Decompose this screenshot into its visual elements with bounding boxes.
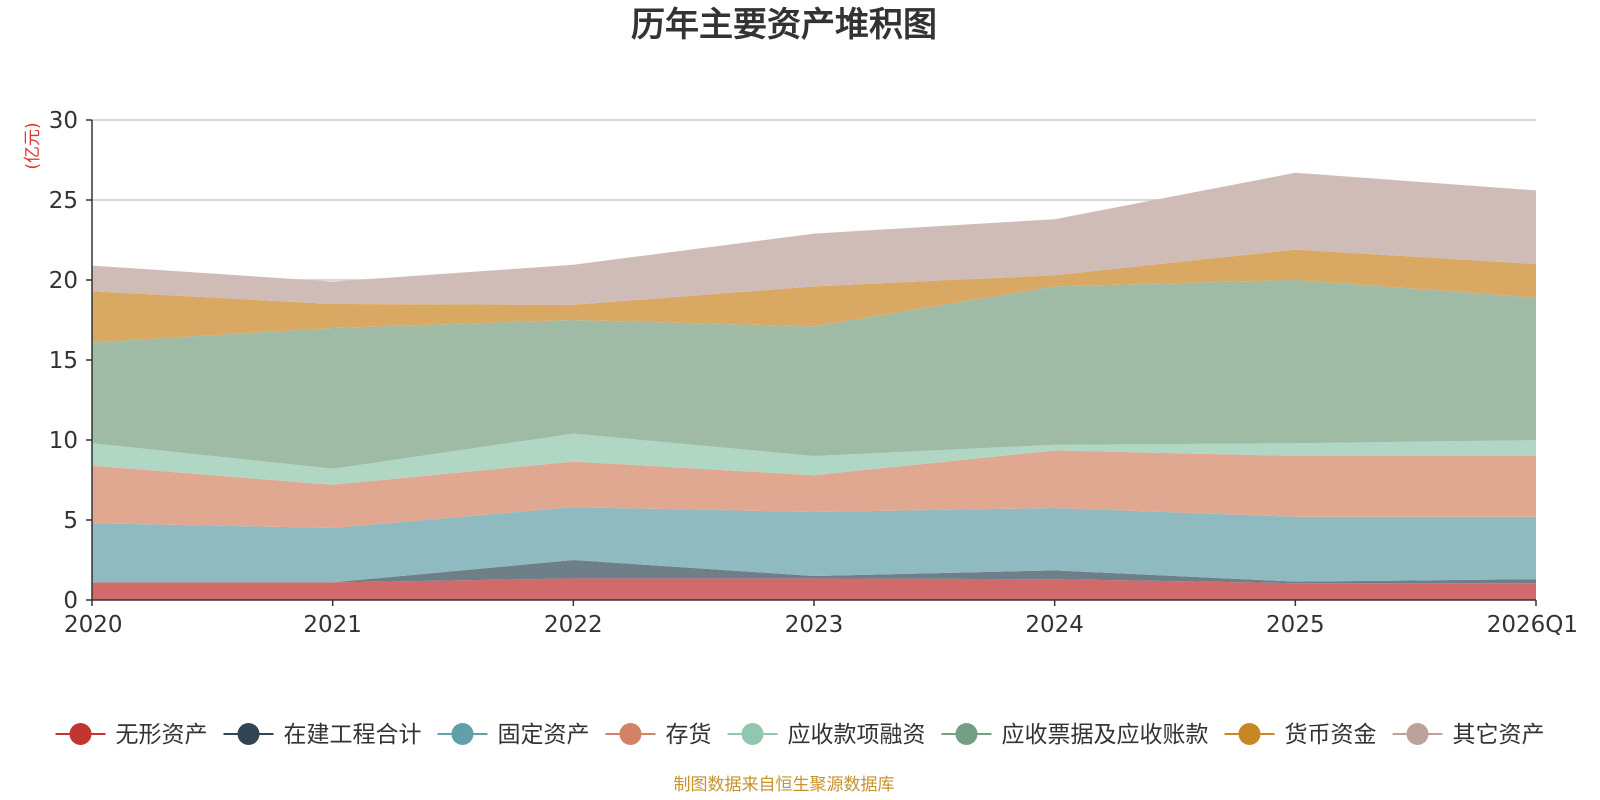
x-tick-label-3: 2023 <box>785 612 844 638</box>
y-tick-label-4: 20 <box>49 268 78 294</box>
x-tick-label-0: 2020 <box>64 612 123 638</box>
x-tick-label-4: 2024 <box>1025 612 1084 638</box>
legend[interactable]: 无形资产 在建工程合计 固定资产 存货 应收款项融资 应收票据及应收账款 货币资金 其它资产 <box>55 722 1545 748</box>
y-tick-label-2: 10 <box>49 428 78 454</box>
legend-item-1[interactable]: 在建工程合计 <box>223 722 422 748</box>
x-tick-label-1: 2021 <box>303 612 362 638</box>
legend-item-2[interactable]: 固定资产 <box>437 722 590 748</box>
source-note: 制图数据来自恒生聚源数据库 <box>674 775 895 795</box>
area-series-6[interactable] <box>92 249 1536 343</box>
legend-label-5: 应收票据及应收账款 <box>1002 722 1209 748</box>
legend-label-0: 无形资产 <box>116 722 208 748</box>
y-tick-label-6: 30 <box>49 108 78 134</box>
x-tick-label-2: 2022 <box>544 612 603 638</box>
area-series-4[interactable] <box>92 433 1536 485</box>
chart-title: 历年主要资产堆积图 <box>631 5 937 45</box>
legend-label-1: 在建工程合计 <box>284 722 422 748</box>
legend-marker-4 <box>741 723 764 745</box>
y-tick-label-1: 5 <box>63 508 78 534</box>
x-tick-label-6: 2026Q1 <box>1487 612 1578 638</box>
legend-item-4[interactable]: 应收款项融资 <box>727 722 926 748</box>
area-series-0[interactable] <box>92 578 1536 600</box>
area-series-5[interactable] <box>92 280 1536 469</box>
y-axis-unit: (亿元) <box>23 122 43 169</box>
legend-marker-1 <box>237 723 260 745</box>
legend-label-6: 货币资金 <box>1285 722 1377 748</box>
legend-item-3[interactable]: 存货 <box>605 722 712 748</box>
legend-marker-3 <box>619 723 642 745</box>
legend-marker-5 <box>955 723 978 745</box>
legend-item-6[interactable]: 货币资金 <box>1224 722 1377 748</box>
legend-marker-7 <box>1406 723 1429 745</box>
y-tick-label-3: 15 <box>49 348 78 374</box>
legend-item-7[interactable]: 其它资产 <box>1392 722 1545 748</box>
legend-item-0[interactable]: 无形资产 <box>55 722 208 748</box>
legend-marker-6 <box>1238 723 1261 745</box>
legend-label-3: 存货 <box>666 722 712 748</box>
legend-label-7: 其它资产 <box>1453 722 1545 748</box>
area-series[interactable] <box>92 172 1536 600</box>
legend-marker-2 <box>451 723 474 745</box>
y-tick-label-0: 0 <box>63 588 78 614</box>
legend-item-5[interactable]: 应收票据及应收账款 <box>941 722 1209 748</box>
area-series-2[interactable] <box>92 507 1536 583</box>
legend-marker-0 <box>69 723 92 745</box>
legend-label-2: 固定资产 <box>498 722 590 748</box>
legend-label-4: 应收款项融资 <box>788 722 926 748</box>
area-series-1[interactable] <box>92 560 1536 584</box>
y-tick-label-5: 25 <box>49 188 78 214</box>
x-tick-label-5: 2025 <box>1266 612 1325 638</box>
area-series-3[interactable] <box>92 450 1536 528</box>
area-series-7[interactable] <box>92 172 1536 305</box>
